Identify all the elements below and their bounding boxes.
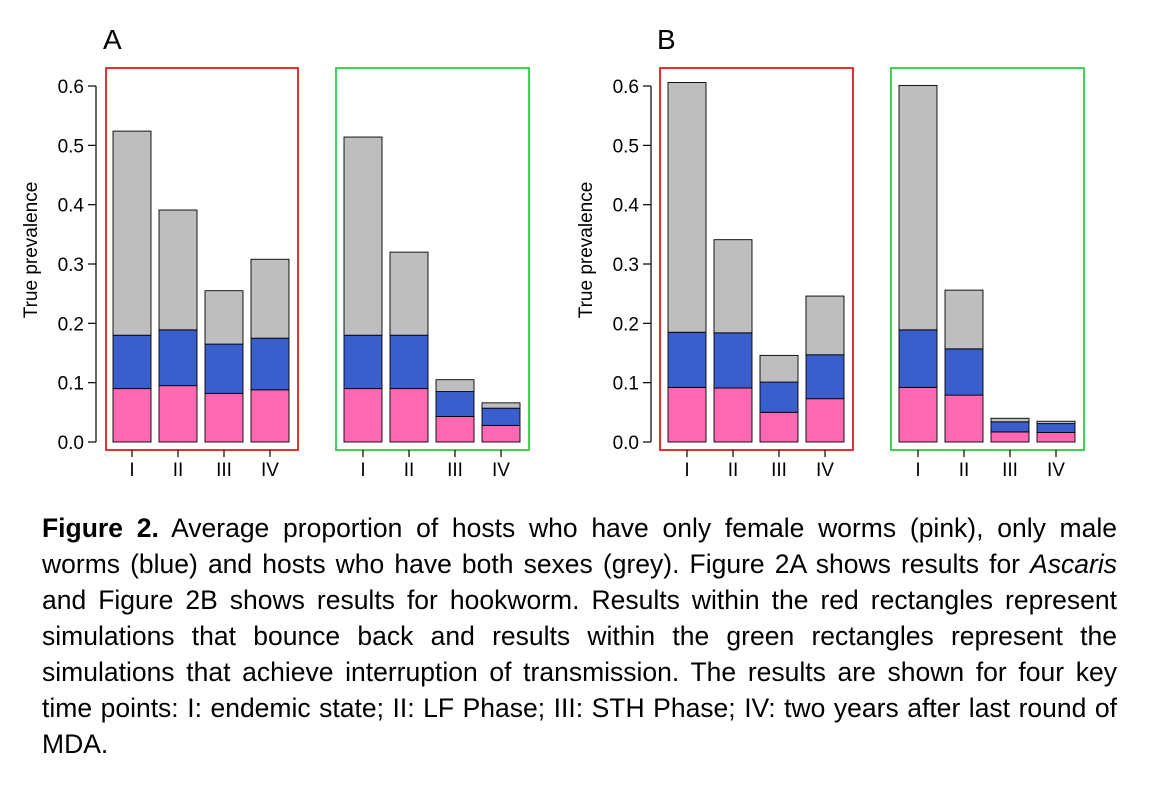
panel-a-bounce-back-x-tick-label: IV: [261, 460, 279, 481]
panel-b-interruption-bar-i-female-only: [898, 386, 938, 443]
panel-b-bounce-back-bar-iii-female-only: [759, 411, 799, 443]
panel-a-bounce-back-bar-iv-both-sexes: [250, 258, 290, 339]
panel-b-interruption-x-tick-label: II: [959, 460, 970, 481]
caption-text-1: Average proportion of hosts who have onl…: [42, 513, 1117, 579]
panel-a-y-tick-label: 0.5: [58, 136, 84, 157]
panel-a-bounce-back-bar-iii-female-only: [204, 392, 244, 443]
panel-a-interruption-bar-i-male-only: [343, 334, 383, 390]
panel-a-y-tick-label: 0.2: [58, 314, 84, 335]
panel-b-bounce-back-bar-i-both-sexes: [667, 82, 707, 333]
panel-b-y-tick-label: 0.6: [613, 77, 639, 98]
panel-a-interruption-bar-ii-male-only: [389, 334, 429, 390]
panel-a-interruption-x-tick-label: II: [404, 460, 415, 481]
panel-a-interruption-bar-ii-female-only: [389, 388, 429, 443]
panel-b-bounce-back-bar-iv-both-sexes: [805, 295, 845, 356]
panel-b-bounce-back-bar-ii-both-sexes: [713, 239, 753, 334]
panel-b-y-tick-label: 0.4: [613, 196, 640, 217]
panel-a-y-label: True prevalence: [21, 182, 42, 319]
caption-text-2: and Figure 2B shows results for hookworm…: [42, 585, 1117, 759]
panel-b-interruption-bar-iv-both-sexes: [1036, 420, 1076, 425]
panel-a-interruption-bar-iv-female-only: [481, 424, 521, 443]
panel-a-y-tick-label: 0.0: [58, 433, 84, 454]
panel-a-bounce-back-bar-iv-female-only: [250, 389, 290, 443]
panel-a-interruption-bar-i-both-sexes: [343, 136, 383, 336]
caption-label: Figure 2.: [42, 513, 159, 543]
panel-b-bounce-back-frame: [659, 67, 854, 451]
panel-a-y-tick-label: 0.6: [58, 77, 84, 98]
panel-a-bounce-back-bar-i-female-only: [112, 388, 152, 443]
panel-b-interruption-bar-iv-male-only: [1036, 423, 1076, 433]
panel-b-interruption-bar-i-male-only: [898, 329, 938, 388]
panel-b-bounce-back-x-tick-label: IV: [816, 460, 834, 481]
panel-a-bounce-back-bar-i-both-sexes: [112, 130, 152, 336]
panel-a-y-tick-label: 0.3: [58, 255, 84, 276]
panel-b-bounce-back-bar-iv-female-only: [805, 398, 845, 443]
panel-b-interruption-bar-iii-female-only: [990, 431, 1030, 443]
panel-b-interruption-bar-iii-both-sexes: [990, 417, 1030, 423]
panel-b-interruption-bar-ii-female-only: [944, 394, 984, 443]
panel-a-interruption-frame: [335, 67, 530, 451]
panel-b-interruption-bar-ii-male-only: [944, 348, 984, 396]
panel-b-interruption-bar-ii-both-sexes: [944, 289, 984, 350]
panel-a-interruption-bar-i-female-only: [343, 388, 383, 443]
panel-a-interruption-x-tick-label: IV: [492, 460, 510, 481]
panel-b-bounce-back-x-tick-label: I: [684, 460, 689, 481]
panel-a-interruption-bar-iv-male-only: [481, 407, 521, 426]
caption-species: Ascaris: [1030, 549, 1117, 579]
panel-a-interruption-bar-iv-both-sexes: [481, 402, 521, 409]
panel-b-y-label: True prevalence: [576, 182, 597, 319]
panel-b-interruption-x-tick-label: I: [915, 460, 920, 481]
panel-b-interruption-x-tick-label: III: [1002, 460, 1018, 481]
panel-b-interruption-x-tick-label: IV: [1047, 460, 1065, 481]
panel-b-bounce-back-x-tick-label: III: [771, 460, 787, 481]
panel-b-interruption-bar-iii-male-only: [990, 421, 1030, 433]
panel-b-bounce-back-bar-ii-female-only: [713, 387, 753, 443]
panel-b-y-tick-label: 0.2: [613, 314, 639, 335]
panel-b-y-tick-label: 0.1: [613, 374, 639, 395]
panel-b-bounce-back-bar-iii-both-sexes: [759, 354, 799, 383]
panel-b-bounce-back-bar-i-male-only: [667, 331, 707, 388]
panel-b-bounce-back-bar-iii-male-only: [759, 381, 799, 413]
panel-b-bounce-back-bar-i-female-only: [667, 386, 707, 443]
panel-a-bounce-back-bar-iv-male-only: [250, 337, 290, 391]
panel-a-bounce-back-frame: [105, 67, 299, 451]
panel-a-bounce-back-x-tick-label: III: [216, 460, 232, 481]
panel-a-y-tick-label: 0.4: [58, 196, 85, 217]
panel-a-interruption-bar-iii-female-only: [435, 416, 475, 443]
panel-b-bounce-back-x-tick-label: II: [728, 460, 739, 481]
panel-b-bounce-back-bar-ii-male-only: [713, 332, 753, 389]
panel-a-title: A: [103, 24, 122, 55]
panel-a-bounce-back-x-tick-label: II: [173, 460, 184, 481]
panel-a-interruption-x-tick-label: I: [360, 460, 365, 481]
panel-a-bounce-back-x-tick-label: I: [129, 460, 134, 481]
panel-a-bounce-back-bar-i-male-only: [112, 334, 152, 390]
panel-b-y-tick-label: 0.3: [613, 255, 639, 276]
panel-a-bounce-back-bar-ii-male-only: [158, 329, 198, 387]
panel-a-bounce-back-bar-iii-both-sexes: [204, 290, 244, 345]
panel-a-bounce-back-bar-iii-male-only: [204, 343, 244, 394]
panel-a-bounce-back-bar-ii-both-sexes: [158, 209, 198, 331]
panel-a-bounce-back-bar-ii-female-only: [158, 385, 198, 443]
panel-b-interruption-bar-iv-female-only: [1036, 432, 1076, 443]
panel-a-interruption-bar-ii-both-sexes: [389, 251, 429, 336]
panel-a-y-tick-label: 0.1: [58, 374, 84, 395]
panel-b-y-tick-label: 0.0: [613, 433, 639, 454]
panel-b-title: B: [657, 24, 676, 55]
panel-b-interruption-frame: [890, 67, 1085, 451]
panel-b-y-tick-label: 0.5: [613, 136, 639, 157]
panel-b-bounce-back-bar-iv-male-only: [805, 354, 845, 400]
panel-b-interruption-bar-i-both-sexes: [898, 84, 938, 331]
panel-a-interruption-bar-iii-male-only: [435, 391, 475, 417]
figure-caption: Figure 2. Average proportion of hosts wh…: [42, 510, 1117, 762]
panel-a-interruption-bar-iii-both-sexes: [435, 379, 475, 393]
panel-a-interruption-x-tick-label: III: [447, 460, 463, 481]
